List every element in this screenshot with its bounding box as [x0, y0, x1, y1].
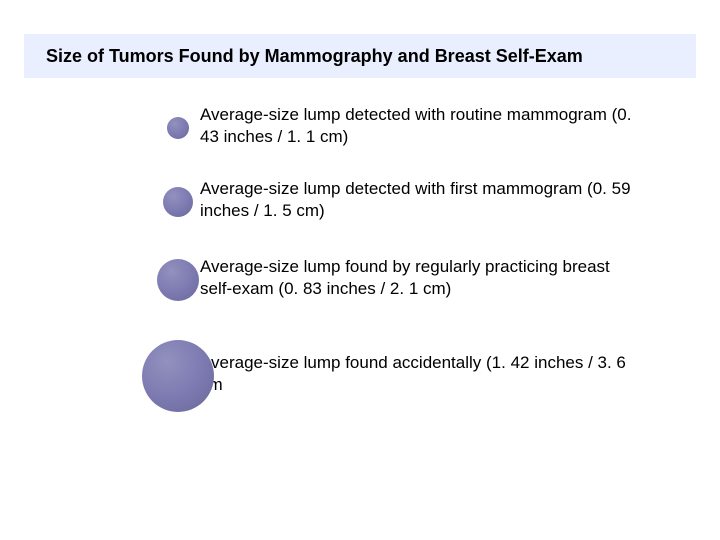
title-bar: Size of Tumors Found by Mammography and … [24, 34, 696, 78]
size-item-0: Average-size lump detected with routine … [144, 104, 644, 152]
bubble-wrap-3 [142, 340, 214, 412]
bubble-wrap-2 [157, 259, 199, 301]
size-item-text-0: Average-size lump detected with routine … [144, 104, 644, 148]
size-item-1: Average-size lump detected with first ma… [144, 178, 644, 226]
bubble-wrap-1 [163, 187, 193, 217]
size-item-text-2: Average-size lump found by regularly pra… [144, 256, 644, 300]
tumor-bubble-icon [142, 340, 214, 412]
tumor-bubble-icon [167, 117, 189, 139]
tumor-bubble-icon [163, 187, 193, 217]
size-item-2: Average-size lump found by regularly pra… [144, 256, 644, 304]
size-item-3: Average-size lump found accidentally (1.… [144, 352, 644, 400]
bubble-wrap-0 [167, 117, 189, 139]
size-item-text-1: Average-size lump detected with first ma… [144, 178, 644, 222]
tumor-bubble-icon [157, 259, 199, 301]
page-title: Size of Tumors Found by Mammography and … [46, 46, 583, 67]
size-item-text-3: Average-size lump found accidentally (1.… [144, 352, 644, 396]
